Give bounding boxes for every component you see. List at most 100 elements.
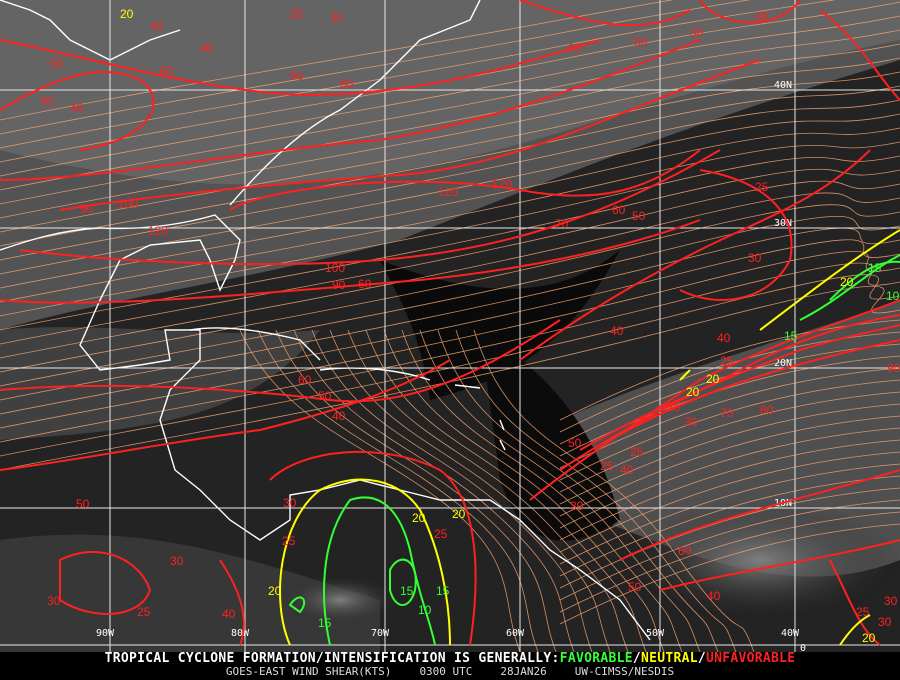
legend-separator: /: [697, 651, 706, 666]
streamline: [559, 427, 900, 529]
contour-label-unfavorable: 50: [628, 580, 642, 594]
contour-label-unfavorable: 40: [610, 324, 624, 338]
contour-label-favorable: 10: [418, 603, 432, 617]
contour-label-unfavorable: 30: [47, 594, 61, 608]
contour-label-unfavorable: 40: [150, 19, 164, 33]
streamline: [559, 403, 900, 505]
streamline: [0, 274, 900, 457]
streamline: [473, 329, 755, 652]
contour-label-unfavorable: 30: [748, 251, 762, 265]
contour-label-neutral: 20: [706, 372, 720, 386]
streamline: [455, 329, 737, 652]
streamline: [329, 329, 611, 652]
favorability-legend: TROPICAL CYCLONE FORMATION/INTENSIFICATI…: [0, 652, 900, 666]
streamline: [419, 329, 701, 652]
contour-label-unfavorable: 60: [298, 373, 312, 387]
longitude-label: 80W: [231, 628, 250, 639]
contour-label-neutral: 20: [452, 507, 466, 521]
contour-label-unfavorable: 25: [137, 605, 151, 619]
streamline: [0, 251, 900, 429]
contour-label-unfavorable: 90: [332, 278, 346, 292]
streamline: [0, 1, 900, 163]
streamline: [0, 180, 900, 345]
contour-label-favorable: 10: [886, 289, 900, 303]
streamline: [559, 439, 900, 541]
contour-label-unfavorable: 30: [690, 26, 704, 40]
streamline: [0, 227, 900, 401]
contour-label-unfavorable: 120: [438, 185, 458, 199]
streamline: [401, 329, 683, 652]
streamline: [0, 141, 900, 303]
contour-label-unfavorable: 70: [720, 406, 734, 420]
contour-label-unfavorable: 50: [76, 497, 90, 511]
contour-label-unfavorable: 30: [884, 594, 898, 608]
contour-label-unfavorable: 25: [755, 180, 769, 194]
streamline: [0, 127, 900, 289]
contour-label-unfavorable: 50: [632, 209, 646, 223]
contour-label-unfavorable: 30: [283, 496, 297, 510]
streamline: [0, 239, 900, 415]
contour-label-unfavorable: 25: [720, 354, 734, 368]
product-info: GOES-EAST WIND SHEAR(KTS) 0300 UTC 28JAN26…: [0, 666, 900, 678]
streamline: [0, 285, 900, 471]
streamline: [383, 329, 665, 652]
contour-label-unfavorable: 100: [118, 197, 138, 211]
contour-label-unfavorable: 40: [707, 589, 721, 603]
latitude-label: 40N: [774, 80, 792, 91]
contour-label-unfavorable: 60: [678, 544, 692, 558]
valid-time: 0300 UTC: [419, 665, 473, 678]
streamline: [0, 57, 900, 219]
contour-label-favorable: 15: [436, 584, 450, 598]
contour-label-unfavorable: 30: [40, 94, 54, 108]
streamline: [0, 29, 900, 191]
legend-favorable: FAVORABLE: [559, 651, 633, 666]
contour-label-favorable: 15: [868, 261, 882, 275]
contour-label-unfavorable: 25: [630, 445, 644, 459]
contour-label-unfavorable: 25: [290, 7, 304, 21]
streamline: [559, 367, 900, 469]
contour-label-unfavorable: 50: [634, 35, 648, 49]
contour-label-unfavorable: 40: [620, 463, 634, 477]
legend-unfavorable: UNFAVORABLE: [706, 651, 796, 666]
contour-label-unfavorable: 25: [667, 400, 681, 414]
streamline: [437, 329, 719, 652]
streamline: [0, 0, 836, 149]
longitude-label: 70W: [371, 628, 390, 639]
contour-label-unfavorable: 30: [878, 615, 892, 629]
streamline: [559, 415, 900, 517]
contour-label-favorable: 15: [318, 616, 332, 630]
longitude-label: 40W: [781, 628, 800, 639]
streamline: [559, 487, 900, 589]
legend-separator: /: [632, 651, 641, 666]
streamline: [559, 451, 900, 553]
contour-label-favorable: 15: [400, 584, 414, 598]
contour-label-unfavorable: 25: [282, 534, 296, 548]
contour-label-unfavorable: 120: [492, 177, 512, 191]
streamline: [559, 523, 900, 625]
longitude-label: 60W: [506, 628, 525, 639]
contour-label-unfavorable: 30: [684, 415, 698, 429]
contour-label-unfavorable: 60: [358, 277, 372, 291]
streamline: [0, 43, 900, 205]
streamline: [311, 329, 593, 652]
streamline: [275, 329, 557, 652]
longitude-label: 90W: [96, 628, 115, 639]
streamline: [559, 391, 900, 493]
contour-label-neutral: 20: [862, 631, 876, 645]
contour-label-unfavorable: 90: [80, 202, 94, 216]
contour-label-unfavorable: 30: [170, 554, 184, 568]
contour-label-unfavorable: 30: [330, 11, 344, 25]
contour-label-unfavorable: 70: [555, 217, 569, 231]
legend-neutral: NEUTRAL: [640, 651, 698, 666]
contour-label-unfavorable: 40: [70, 101, 84, 115]
contour-label-neutral: 20: [268, 584, 282, 598]
contour-label-unfavorable: 60: [340, 77, 354, 91]
streamline: [0, 0, 674, 121]
streamline: [347, 329, 629, 652]
valid-date: 28JAN26: [500, 665, 547, 678]
streamline: [559, 331, 900, 433]
streamlines: [0, 0, 900, 652]
